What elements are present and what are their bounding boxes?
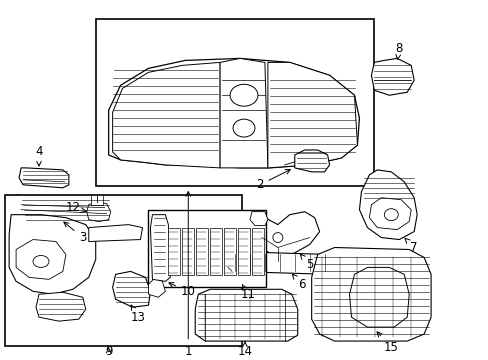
Ellipse shape: [384, 209, 397, 221]
Text: 2: 2: [256, 170, 290, 191]
Polygon shape: [16, 239, 66, 279]
Polygon shape: [112, 271, 150, 307]
Polygon shape: [150, 215, 170, 282]
Bar: [251, 228, 264, 275]
Text: 11: 11: [240, 285, 255, 301]
Text: 3: 3: [64, 222, 86, 244]
Bar: [210, 228, 222, 275]
Ellipse shape: [229, 84, 257, 106]
Bar: [238, 228, 249, 275]
Polygon shape: [368, 198, 410, 230]
Text: 6: 6: [292, 274, 305, 291]
Bar: [182, 228, 194, 275]
Polygon shape: [112, 62, 220, 168]
Polygon shape: [359, 170, 416, 239]
Text: 14: 14: [237, 342, 252, 357]
Bar: [196, 228, 208, 275]
Polygon shape: [249, 212, 267, 226]
Bar: [91, 195, 102, 205]
Bar: [224, 228, 236, 275]
Bar: [148, 210, 265, 287]
Text: 12: 12: [65, 201, 86, 214]
Text: 15: 15: [376, 332, 398, 354]
Polygon shape: [19, 168, 69, 188]
Polygon shape: [86, 202, 110, 222]
Polygon shape: [88, 225, 142, 242]
Bar: [5, 195, 242, 346]
Polygon shape: [370, 58, 413, 95]
Text: 8: 8: [395, 42, 402, 59]
Polygon shape: [9, 215, 96, 294]
Text: 5: 5: [300, 254, 313, 271]
Polygon shape: [294, 150, 329, 172]
Polygon shape: [16, 195, 112, 228]
Polygon shape: [220, 58, 267, 168]
Text: 4: 4: [35, 145, 42, 166]
Text: 1: 1: [184, 192, 192, 357]
Bar: [96, 19, 374, 186]
Bar: [168, 228, 180, 275]
Ellipse shape: [233, 119, 254, 137]
Polygon shape: [227, 252, 337, 274]
Polygon shape: [254, 212, 319, 257]
Polygon shape: [349, 267, 408, 327]
Text: 10: 10: [168, 283, 195, 298]
Polygon shape: [36, 292, 85, 321]
Text: 9: 9: [105, 345, 112, 357]
Text: 7: 7: [404, 238, 417, 254]
Ellipse shape: [272, 233, 282, 243]
Polygon shape: [195, 289, 297, 341]
Text: 13: 13: [131, 305, 145, 324]
Polygon shape: [267, 62, 357, 168]
Ellipse shape: [33, 256, 49, 267]
Polygon shape: [148, 277, 165, 297]
Polygon shape: [311, 248, 430, 341]
Polygon shape: [108, 58, 359, 168]
